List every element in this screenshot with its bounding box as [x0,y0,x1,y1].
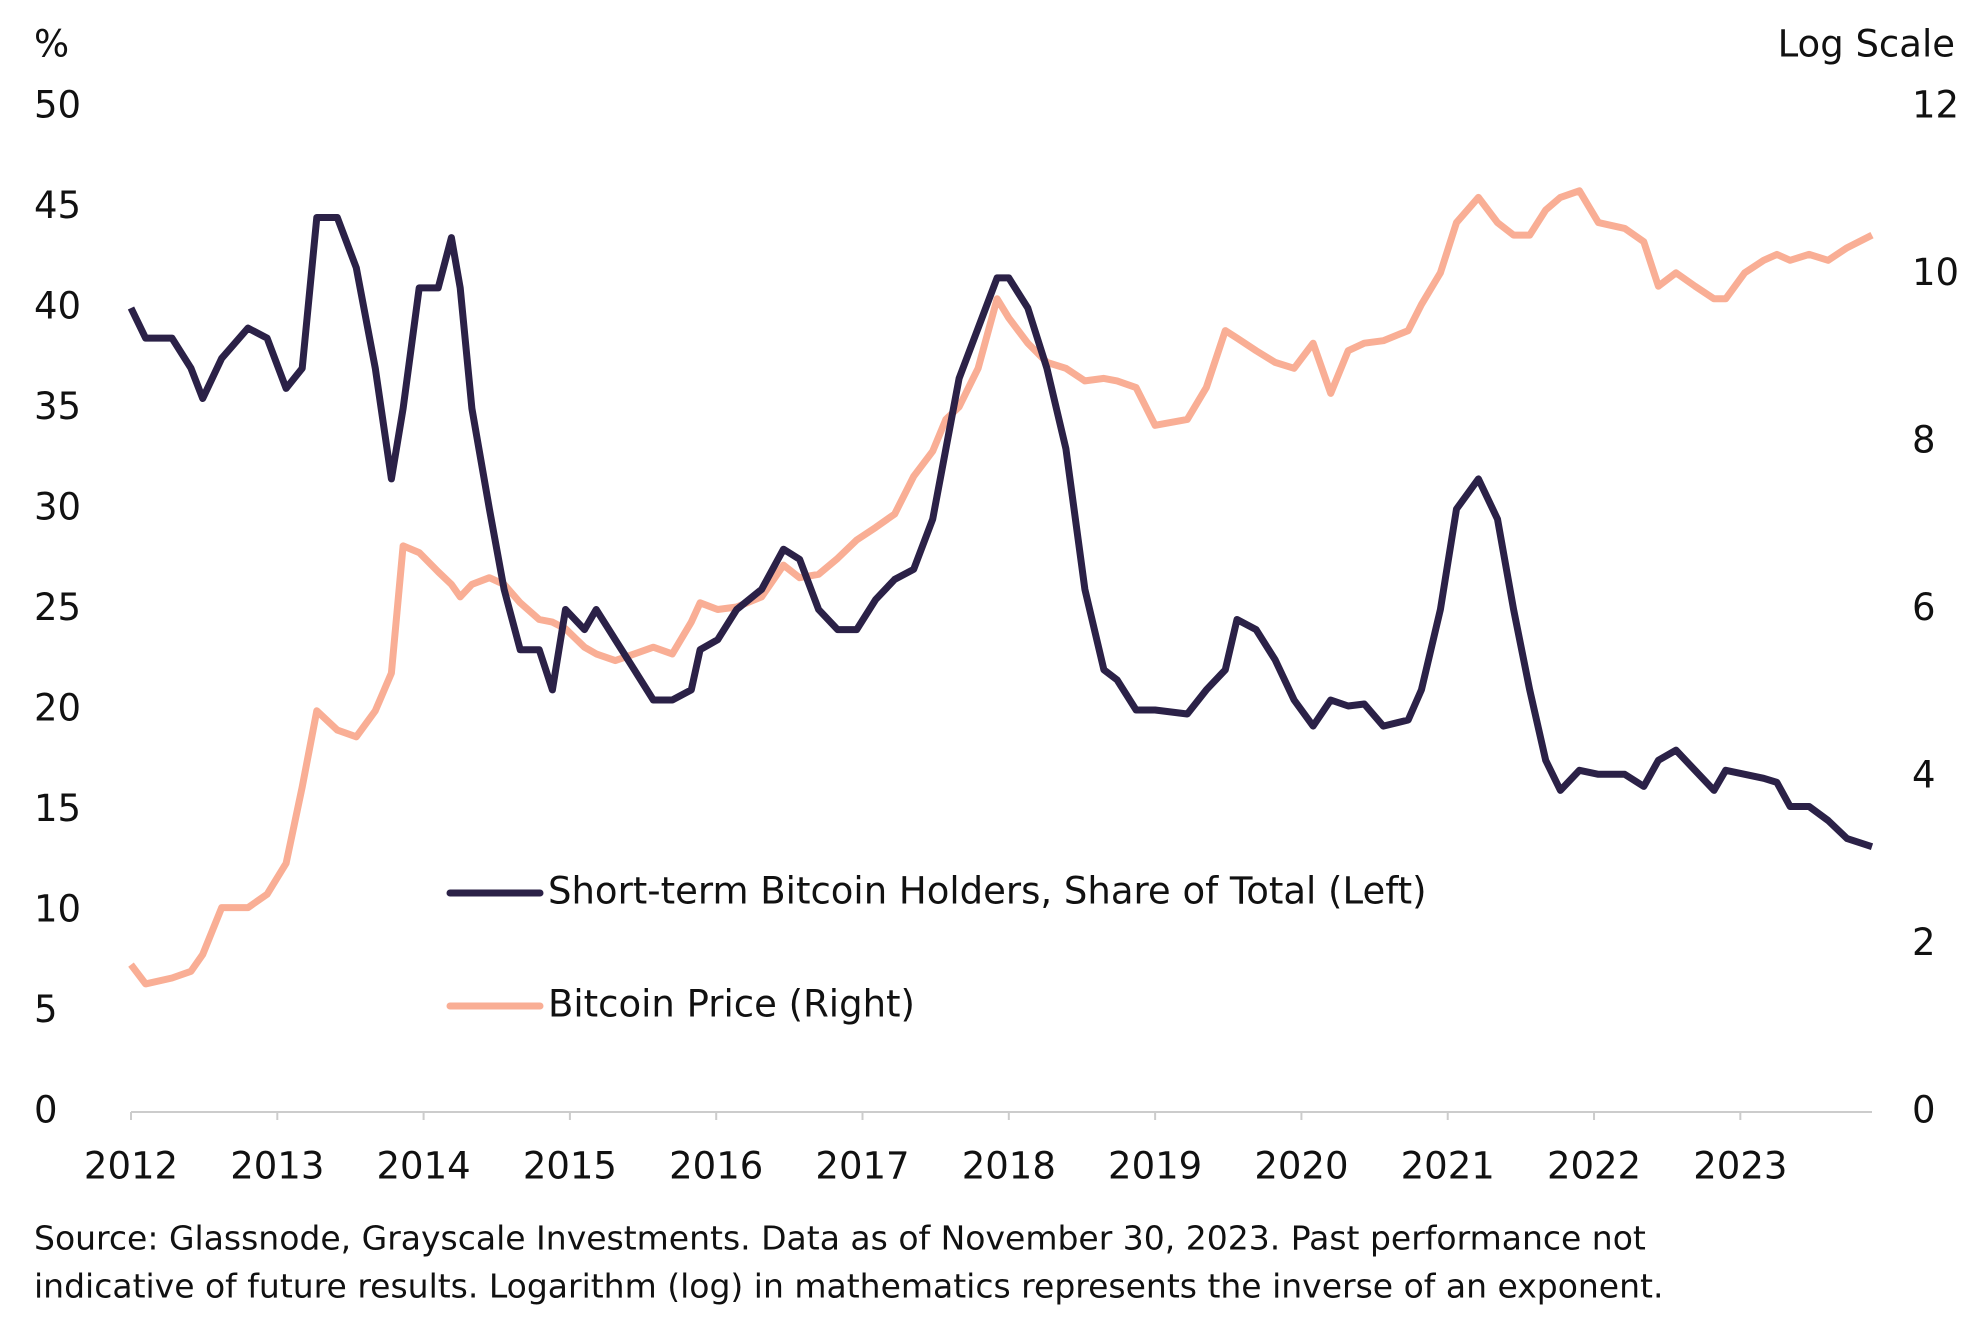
x-tick-label: 2012 [84,1145,178,1188]
source-note: indicative of future results. Logarithm … [34,1267,1663,1306]
x-tick-label: 2017 [815,1145,909,1188]
y2-tick-label: 4 [1912,754,1936,797]
x-tick-label: 2022 [1547,1145,1641,1188]
x-tick-label: 2023 [1693,1145,1787,1188]
y-tick-label: 5 [34,988,58,1031]
y-tick-label: 45 [34,184,81,227]
y-tick-label: 10 [34,888,81,931]
source-note: Source: Glassnode, Grayscale Investments… [34,1219,1646,1258]
series-line [128,187,1874,988]
y2-tick-label: 8 [1912,419,1936,462]
x-tick-label: 2014 [377,1145,471,1188]
y-tick-label: 25 [34,586,81,629]
x-tick-label: 2015 [523,1145,617,1188]
x-tick-label: 2021 [1401,1145,1495,1188]
x-tick-label: 2019 [1108,1145,1202,1188]
x-tick-label: 2018 [962,1145,1056,1188]
y-tick-label: 50 [34,84,81,127]
y-tick-label: 20 [34,687,81,730]
y2-tick-label: 6 [1912,586,1936,629]
x-tick-label: 2013 [230,1145,324,1188]
y2-tick-label: 12 [1912,84,1959,127]
legend-label: Short-term Bitcoin Holders, Share of Tot… [548,870,1427,913]
x-tick-label: 2016 [669,1145,763,1188]
y-tick-label: 15 [34,787,81,830]
y2-axis-label: Log Scale [1778,23,1955,66]
y-axis-label: % [34,23,69,66]
y2-tick-label: 10 [1912,251,1959,294]
y-tick-label: 0 [34,1089,58,1132]
x-tick-label: 2020 [1254,1145,1348,1188]
y-tick-label: 30 [34,486,81,529]
y2-tick-label: 2 [1912,921,1936,964]
y-tick-label: 40 [34,285,81,328]
y-tick-label: 35 [34,385,81,428]
legend-label: Bitcoin Price (Right) [548,983,915,1026]
series-line [127,214,1874,851]
y2-tick-label: 0 [1912,1089,1936,1132]
